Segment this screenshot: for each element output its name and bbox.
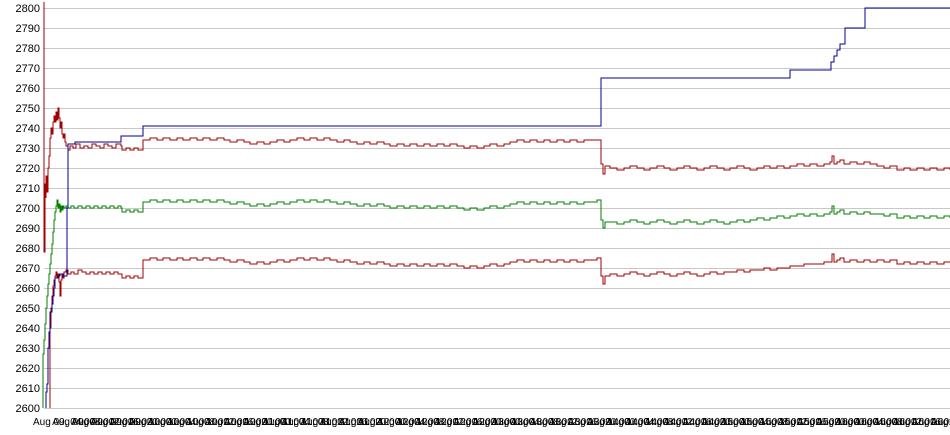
y-axis-label: 2750	[16, 103, 40, 115]
x-axis-label: Aug 12, 00:00	[358, 417, 421, 428]
series-blue	[45, 7, 950, 408]
x-axis-label: Aug 11, 00:00	[243, 417, 305, 428]
x-axis-label: Aug 17, 00:00	[931, 417, 950, 428]
x-axis-label: Aug 09, 04:00	[33, 417, 96, 428]
y-axis-label: 2660	[16, 283, 40, 295]
y-axis-label: 2760	[16, 83, 40, 95]
y-axis-label: 2630	[16, 343, 40, 355]
x-axis-label: Aug 13, 16:00	[549, 417, 612, 428]
x-axis-label: Aug 11, 20:00	[339, 417, 401, 428]
x-axis-label: Aug 14, 20:00	[682, 417, 745, 428]
y-axis-label: 2610	[16, 383, 40, 395]
x-axis-label: Aug 10, 08:00	[167, 417, 230, 428]
y-axis-label: 2710	[16, 183, 40, 195]
x-axis-label: Aug 15, 08:00	[740, 417, 803, 428]
x-axis-label: Aug 14, 00:00	[587, 417, 650, 428]
y-axis-label: 2740	[16, 123, 40, 135]
x-axis-label: Aug 16, 16:00	[893, 417, 950, 428]
x-axis-label: Aug 11, 12:00	[300, 417, 362, 428]
series-red-lower	[49, 253, 950, 408]
y-axis-label: 2700	[16, 203, 40, 215]
x-axis-label: Aug 13, 00:00	[472, 417, 535, 428]
x-axis-label: Aug 10, 00:00	[129, 417, 192, 428]
x-axis-label: Aug 12, 16:00	[434, 417, 497, 428]
x-axis-label: Aug 11, 08:00	[281, 417, 343, 428]
x-axis-label: Aug 09, 08:00	[52, 417, 115, 428]
x-axis-label: Aug 15, 04:00	[721, 417, 784, 428]
x-axis-label: Aug 14, 12:00	[644, 417, 707, 428]
series-red-upper	[43, 2, 950, 253]
x-axis-label: Aug 09, 12:00	[71, 417, 134, 428]
x-axis-label: Aug 16, 20:00	[912, 417, 950, 428]
x-axis-label: Aug 15, 16:00	[778, 417, 841, 428]
x-axis-label: Aug 10, 04:00	[148, 417, 211, 428]
y-axis-label: 2650	[16, 303, 40, 315]
x-axis-label: Aug 12, 20:00	[453, 417, 516, 428]
y-axis-label: 2770	[16, 63, 40, 75]
x-axis-label: Aug 14, 04:00	[606, 417, 669, 428]
x-axis-label: Aug 12, 12:00	[415, 417, 478, 428]
y-axis-label: 2620	[16, 363, 40, 375]
x-axis-label: Aug 15, 20:00	[797, 417, 860, 428]
x-axis-label: Aug 12, 08:00	[396, 417, 459, 428]
x-axis-label: Aug 16, 08:00	[854, 417, 917, 428]
x-axis-label: Aug 16, 00:00	[816, 417, 879, 428]
x-axis-label: Aug 16, 04:00	[835, 417, 898, 428]
x-axis-label: Aug 09, 16:00	[90, 417, 153, 428]
series-green	[42, 199, 950, 408]
y-axis-label: 2730	[16, 143, 40, 155]
x-axis-label: Aug 13, 08:00	[511, 417, 574, 428]
y-axis-label: 2780	[16, 43, 40, 55]
y-axis-label: 2680	[16, 243, 40, 255]
x-axis-label: Aug 13, 20:00	[568, 417, 631, 428]
x-axis-label: Aug 14, 16:00	[663, 417, 726, 428]
x-axis-label: Aug 15, 00:00	[702, 417, 765, 428]
x-axis-label: Aug 13, 04:00	[491, 417, 554, 428]
x-axis-label: Aug 11, 16:00	[320, 417, 382, 428]
x-axis-label: Aug 11, 04:00	[262, 417, 324, 428]
y-axis-label: 2720	[16, 163, 40, 175]
y-axis-label: 2640	[16, 323, 40, 335]
x-axis-label: Aug 10, 12:00	[186, 417, 249, 428]
y-axis-label: 2690	[16, 223, 40, 235]
x-axis-label: Aug 16, 12:00	[873, 417, 936, 428]
y-axis-label: 2800	[16, 3, 40, 15]
x-axis-label: Aug 12, 04:00	[377, 417, 440, 428]
y-axis-label: 2790	[16, 23, 40, 35]
x-axis-label: Aug 10, 16:00	[205, 417, 268, 428]
x-axis-label: Aug 13, 12:00	[530, 417, 593, 428]
x-axis-label: Aug 15, 12:00	[759, 417, 822, 428]
y-axis-label: 2670	[16, 263, 40, 275]
x-axis-label: Aug 09, 20:00	[109, 417, 172, 428]
x-axis-label: Aug 10, 20:00	[224, 417, 287, 428]
y-axis-label: 2600	[16, 403, 40, 415]
x-axis-label: Aug 14, 08:00	[625, 417, 688, 428]
